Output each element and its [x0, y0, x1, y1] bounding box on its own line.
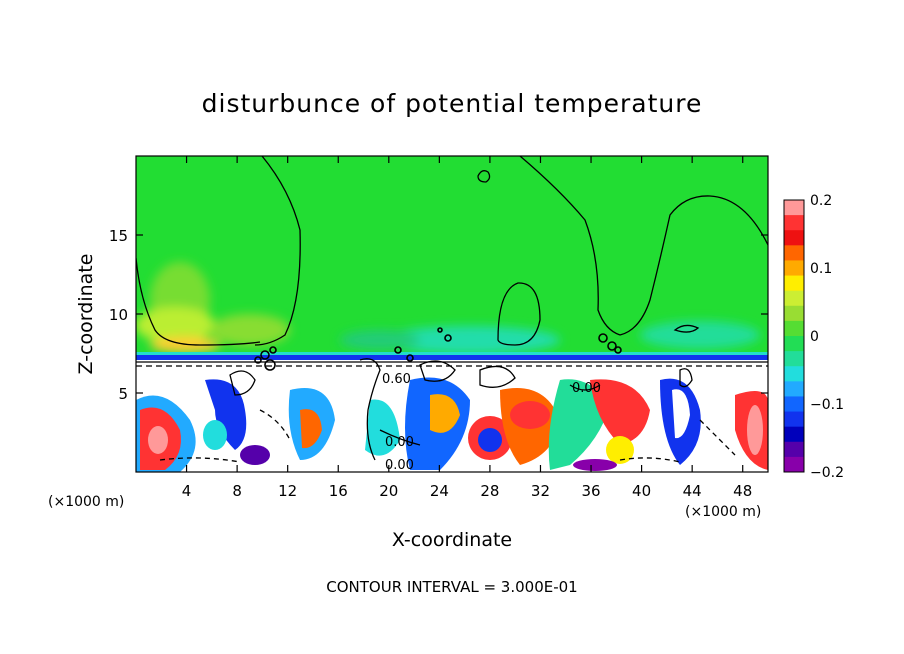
- colorbar-swatch: [784, 260, 804, 277]
- colorbar-swatch: [784, 381, 804, 397]
- colorbar-swatch: [784, 426, 804, 443]
- y-tick-label: 5: [118, 385, 128, 403]
- chart-title: disturbunce of potential temperature: [202, 89, 703, 118]
- colorbar-swatch: [784, 456, 804, 473]
- lower-layer-anomalies: [136, 377, 768, 472]
- x-tick-label: 36: [581, 482, 600, 500]
- colorbar-tick-label: −0.1: [810, 397, 844, 413]
- x-axis-label: X-coordinate: [392, 529, 512, 551]
- field-plot: [136, 156, 768, 472]
- y-axis-label: Z-coordinate: [75, 254, 97, 375]
- contour-lines: [136, 156, 768, 463]
- upper-layer-anomalies: [136, 262, 760, 354]
- colorbar-swatch: [784, 230, 804, 246]
- colorbar: [784, 200, 804, 473]
- x-tick-label: 8: [232, 482, 242, 500]
- colorbar-ticks: 0.2 0.1 0 −0.1 −0.2: [810, 193, 844, 481]
- colorbar-swatch: [784, 245, 804, 261]
- x-tick-label: 32: [531, 482, 550, 500]
- colorbar-swatch: [784, 305, 804, 322]
- colorbar-swatch: [784, 200, 804, 216]
- colorbar-swatch: [784, 215, 804, 231]
- contour-interval-note: CONTOUR INTERVAL = 3.000E-01: [326, 578, 577, 596]
- x-unit-label-left: (×1000 m): [48, 494, 124, 510]
- colorbar-swatch: [784, 290, 804, 307]
- colorbar-frame: [783, 199, 805, 473]
- x-tick-label: 44: [683, 482, 702, 500]
- colorbar-tick-label: 0: [810, 329, 819, 345]
- colorbar-swatch: [784, 396, 804, 413]
- colorbar-swatch: [784, 441, 804, 458]
- x-unit-label-right: (×1000 m): [685, 504, 761, 520]
- y-tick-label: 10: [109, 306, 128, 324]
- x-tick-label: 20: [379, 482, 398, 500]
- x-tick-label: 40: [632, 482, 651, 500]
- y-axis: 5 10 15: [109, 227, 768, 403]
- x-tick-label: 16: [329, 482, 348, 500]
- x-axis: 4 8 12 16 20 24 28 32 36 40 44 48: [182, 156, 752, 500]
- y-tick-label: 15: [109, 227, 128, 245]
- colorbar-tick-label: −0.2: [810, 465, 844, 481]
- colorbar-swatch: [784, 366, 804, 382]
- contour-label: 0.00: [385, 458, 414, 473]
- contour-label: 0.00: [385, 435, 414, 450]
- colorbar-swatch: [784, 275, 804, 292]
- x-tick-label: 4: [182, 482, 192, 500]
- contour-small-cells: [254, 327, 622, 371]
- colorbar-swatch: [784, 336, 804, 352]
- colorbar-tick-label: 0.1: [810, 261, 832, 277]
- contour-label: 0.60: [382, 372, 411, 387]
- colorbar-tick-label: 0.2: [810, 193, 832, 209]
- x-tick-label: 12: [278, 482, 297, 500]
- interface-band: [136, 355, 768, 360]
- x-tick-label: 28: [480, 482, 499, 500]
- contour-label: 0.00: [572, 381, 601, 396]
- x-tick-label: 48: [733, 482, 752, 500]
- colorbar-swatch: [784, 411, 804, 428]
- colorbar-swatch: [784, 320, 804, 337]
- x-tick-label: 24: [430, 482, 449, 500]
- colorbar-swatch: [784, 351, 804, 367]
